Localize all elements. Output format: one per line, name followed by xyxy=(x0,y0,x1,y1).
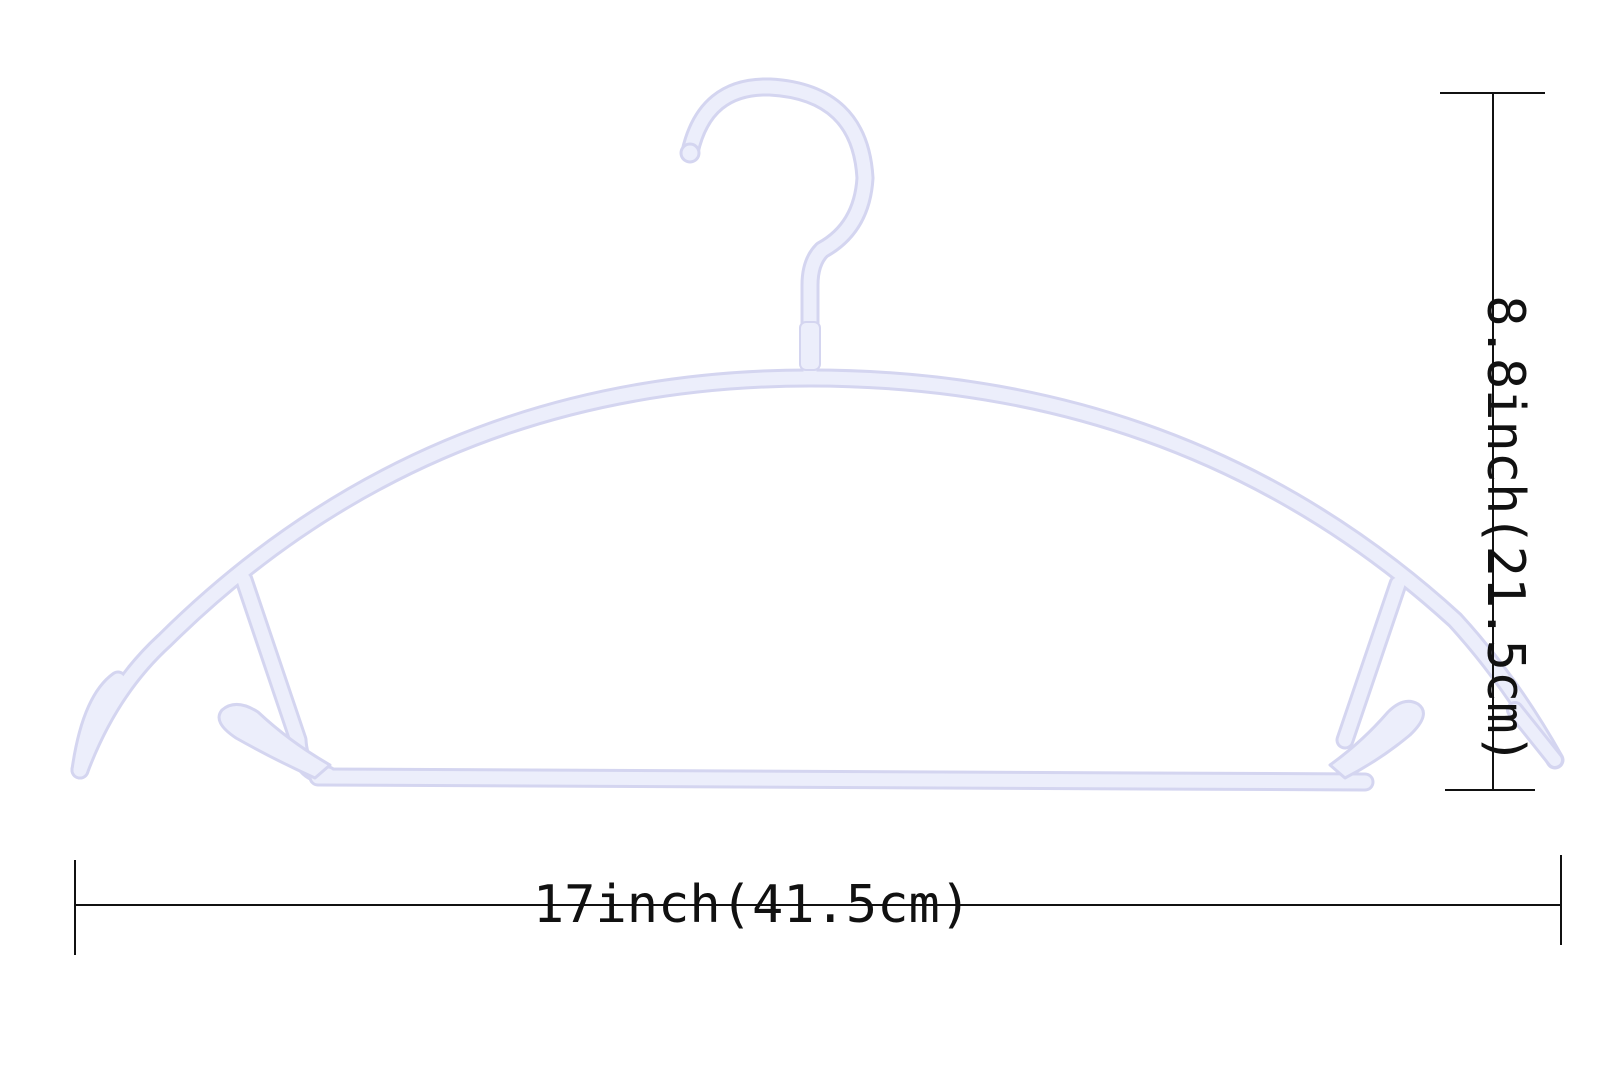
hanger-hook-sleeve xyxy=(799,321,821,371)
hanger-bottom-bar xyxy=(311,770,1372,789)
hanger-left-foot xyxy=(217,703,332,780)
hanger-arc xyxy=(73,371,1562,777)
height-dimension xyxy=(1440,92,1545,791)
hanger-hook xyxy=(683,80,872,382)
hanger-arc-outline xyxy=(70,368,1565,780)
height-label: 8.8inch(21.5cm) xyxy=(1475,295,1535,765)
hanger-hook-tip xyxy=(679,142,701,164)
width-label: 17inch(41.5cm) xyxy=(533,875,971,935)
hanger-right-foot xyxy=(1328,699,1425,780)
hanger-illustration xyxy=(70,77,1565,792)
hanger-left-tail xyxy=(73,673,125,777)
hanger-right-strut xyxy=(1338,577,1405,747)
width-dimension xyxy=(74,855,1562,955)
